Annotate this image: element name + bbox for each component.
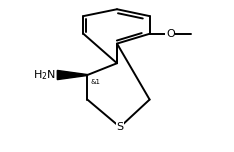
Text: O: O (166, 29, 175, 39)
Text: S: S (116, 122, 124, 132)
Text: &1: &1 (91, 79, 101, 85)
Polygon shape (57, 70, 87, 80)
Text: H$_2$N: H$_2$N (33, 68, 56, 82)
